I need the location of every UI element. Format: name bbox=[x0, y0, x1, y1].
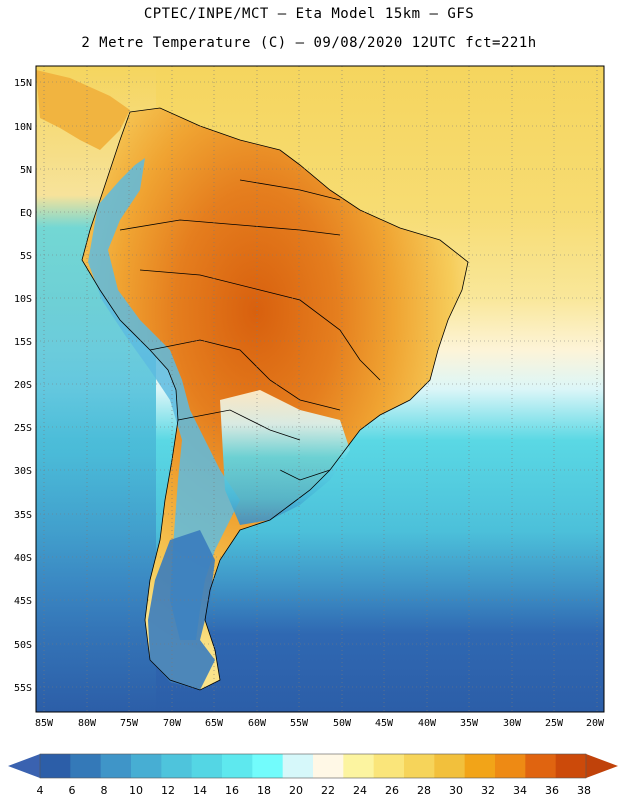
lat-label: 25S bbox=[14, 423, 32, 434]
lat-label: 10S bbox=[14, 294, 32, 305]
colorbar-label: 10 bbox=[129, 784, 143, 797]
colorbar-cell bbox=[191, 754, 223, 778]
lon-label: 25W bbox=[545, 718, 564, 729]
map-frame bbox=[35, 65, 605, 713]
graticule bbox=[36, 66, 604, 712]
colorbar-cell bbox=[70, 754, 102, 778]
colorbar-cell bbox=[252, 754, 284, 778]
lat-label: 35S bbox=[14, 510, 32, 521]
colorbar-cell bbox=[464, 754, 496, 778]
lon-label: 35W bbox=[460, 718, 479, 729]
southern-cone-field bbox=[220, 390, 350, 525]
colorbar-cell bbox=[131, 754, 162, 778]
longitude-axis: 85W 80W 75W 70W 65W 60W 55W 50W 45W 40W … bbox=[35, 718, 605, 729]
colorbar-label: 18 bbox=[257, 784, 271, 797]
lat-label: 5S bbox=[20, 251, 32, 262]
colorbar-label: 4 bbox=[37, 784, 44, 797]
colorbar-label: 28 bbox=[417, 784, 431, 797]
colorbar-cell bbox=[161, 754, 193, 778]
colorbar-cell bbox=[404, 754, 435, 778]
andes-cool-band bbox=[88, 158, 240, 640]
colorbar-label: 12 bbox=[161, 784, 175, 797]
colorbar: 4 6 8 10 12 14 16 18 20 22 24 26 28 30 3… bbox=[8, 753, 618, 797]
lat-label: 40S bbox=[14, 553, 32, 564]
colorbar-cell bbox=[282, 754, 314, 778]
lon-label: 55W bbox=[290, 718, 309, 729]
colorbar-cell bbox=[434, 754, 466, 778]
lon-label: 70W bbox=[163, 718, 182, 729]
colorbar-cell bbox=[40, 754, 71, 778]
lat-label: 10N bbox=[14, 122, 32, 133]
colorbar-cell bbox=[555, 754, 587, 778]
colorbar-label: 6 bbox=[69, 784, 76, 797]
colorbar-label: 8 bbox=[101, 784, 108, 797]
lon-label: 65W bbox=[205, 718, 224, 729]
lat-label: 55S bbox=[14, 683, 32, 694]
lat-label: 45S bbox=[14, 596, 32, 607]
colorbar-cell bbox=[343, 754, 375, 778]
colorbar-cell bbox=[525, 754, 557, 778]
colorbar-label: 30 bbox=[449, 784, 463, 797]
lat-label: 15S bbox=[14, 337, 32, 348]
colorbar-label: 36 bbox=[545, 784, 559, 797]
lat-label: 20S bbox=[14, 380, 32, 391]
colorbar-border bbox=[39, 753, 587, 779]
lon-label: 75W bbox=[120, 718, 139, 729]
lon-label: 20W bbox=[586, 718, 605, 729]
colorbar-low-arrow bbox=[8, 754, 40, 778]
colorbar-high-arrow bbox=[586, 754, 618, 778]
colorbar-label: 22 bbox=[321, 784, 335, 797]
lon-label: 60W bbox=[248, 718, 267, 729]
lon-label: 40W bbox=[418, 718, 437, 729]
lat-label: EQ bbox=[20, 208, 32, 219]
patagonia-cold-field bbox=[148, 530, 215, 690]
colorbar-label: 16 bbox=[225, 784, 239, 797]
lon-label: 30W bbox=[503, 718, 522, 729]
lon-label: 45W bbox=[375, 718, 394, 729]
colorbar-label: 26 bbox=[385, 784, 399, 797]
country-borders bbox=[81, 107, 469, 691]
colorbar-cell bbox=[373, 754, 405, 778]
colorbar-cell bbox=[495, 754, 526, 778]
central-america-land bbox=[36, 70, 130, 150]
lon-label: 50W bbox=[333, 718, 352, 729]
lon-label: 80W bbox=[78, 718, 97, 729]
colorbar-label: 24 bbox=[353, 784, 367, 797]
colorbar-label: 32 bbox=[481, 784, 495, 797]
lat-label: 5N bbox=[20, 165, 32, 176]
colorbar-cell bbox=[313, 754, 344, 778]
latitude-axis: 15N 10N 5N EQ 5S 10S 15S 20S 25S 30S 35S… bbox=[14, 78, 32, 694]
lat-label: 15N bbox=[14, 78, 32, 89]
map-subtitle: 2 Metre Temperature (C) – 09/08/2020 12U… bbox=[81, 35, 537, 51]
colorbar-label: 34 bbox=[513, 784, 527, 797]
lat-label: 50S bbox=[14, 640, 32, 651]
colorbar-cell bbox=[222, 754, 253, 778]
lon-label: 85W bbox=[35, 718, 54, 729]
colorbar-label: 14 bbox=[193, 784, 207, 797]
map-title: CPTEC/INPE/MCT – Eta Model 15km – GFS bbox=[143, 6, 475, 22]
colorbar-label: 38 bbox=[577, 784, 591, 797]
lat-label: 30S bbox=[14, 466, 32, 477]
colorbar-cell bbox=[100, 754, 132, 778]
colorbar-label: 20 bbox=[289, 784, 303, 797]
